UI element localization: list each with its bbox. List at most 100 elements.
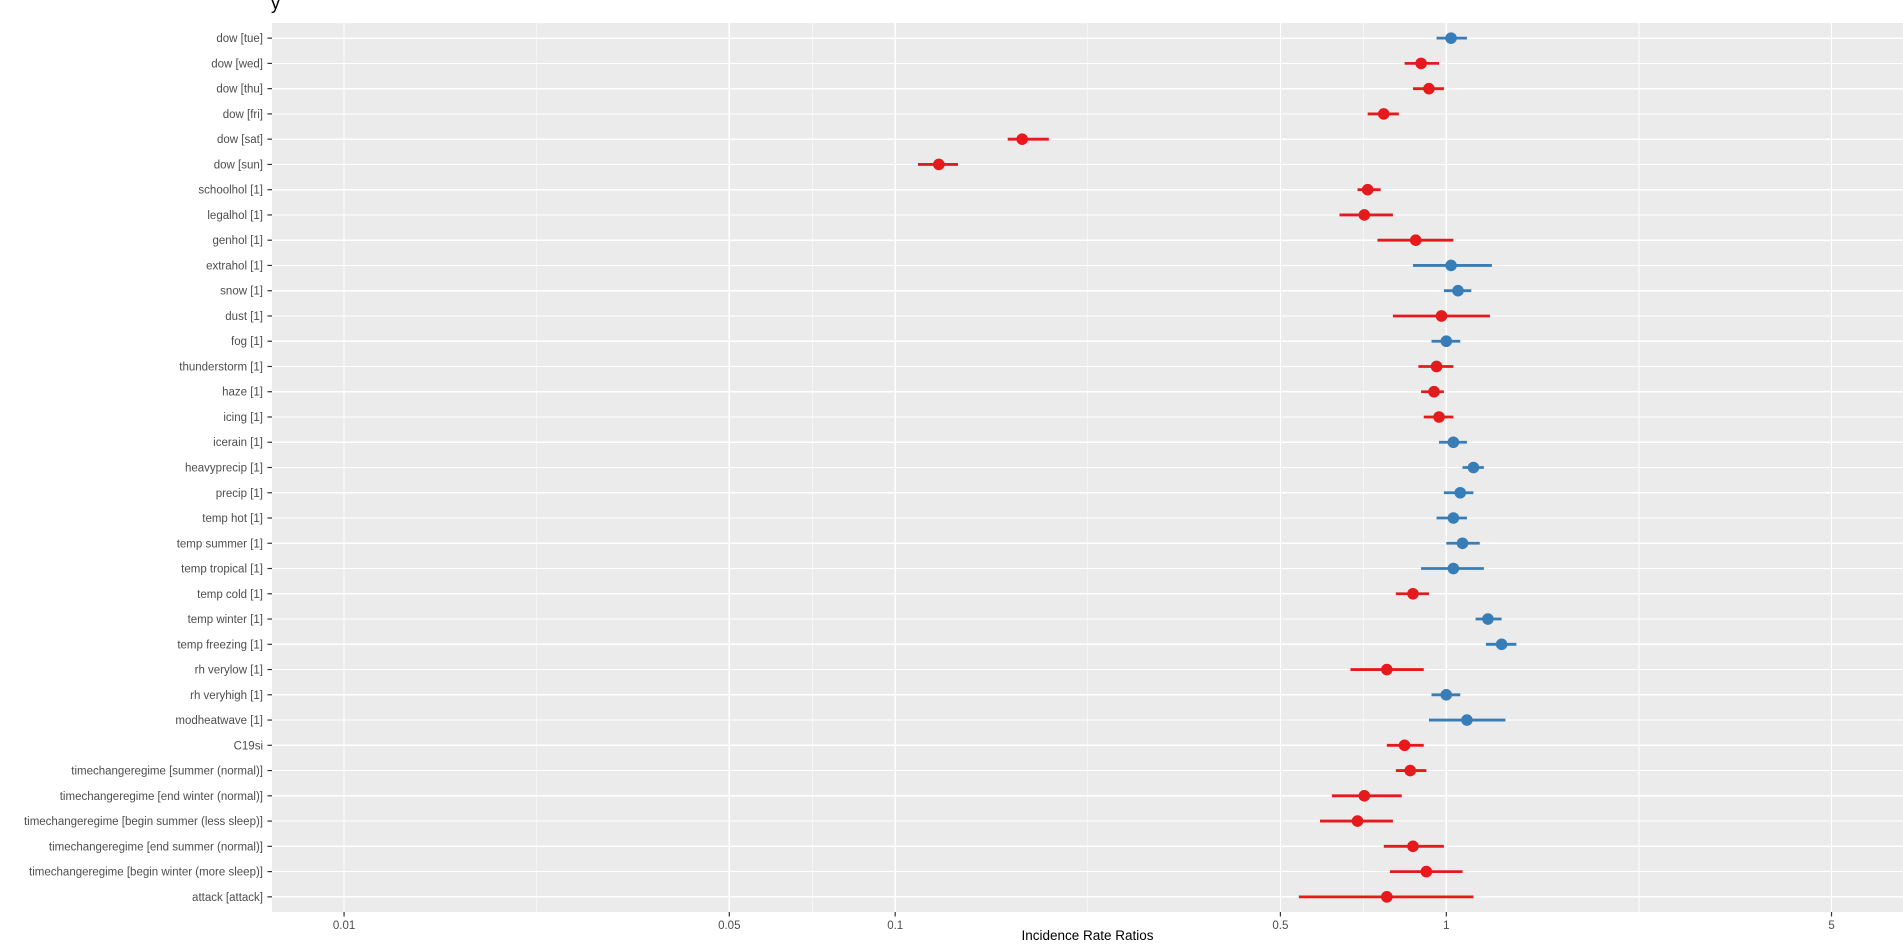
point-estimate xyxy=(1361,183,1374,196)
point-estimate xyxy=(1435,310,1448,322)
y-axis-label: legalhol [1] xyxy=(207,210,263,222)
y-axis-label: precip [1] xyxy=(216,488,263,500)
forest-row xyxy=(1383,840,1444,853)
y-axis-label: icing [1] xyxy=(223,412,263,424)
x-axis: 0.01 0.05 0.1 0.5 1 5 xyxy=(333,912,1835,932)
forest-row xyxy=(1339,209,1393,221)
forest-row xyxy=(1412,82,1444,95)
point-estimate xyxy=(1440,335,1453,348)
y-axis-label: dust [1] xyxy=(225,311,263,323)
x-tick-label: 0.5 xyxy=(1272,920,1288,932)
point-estimate xyxy=(1358,790,1371,802)
point-estimate xyxy=(1430,360,1443,373)
forest-row xyxy=(1428,714,1506,726)
y-axis-label: temp summer [1] xyxy=(177,538,263,550)
forest-row xyxy=(1395,587,1429,600)
point-estimate xyxy=(1482,613,1494,625)
point-estimate xyxy=(1447,512,1460,524)
forest-row xyxy=(1367,108,1399,120)
forest-row xyxy=(1443,486,1474,499)
forest-row xyxy=(1395,764,1427,777)
forest-row xyxy=(1357,183,1381,196)
forest-row xyxy=(1404,57,1440,70)
forest-row xyxy=(1418,360,1454,373)
y-axis-label: timechangeregime [end winter (normal)] xyxy=(60,791,263,803)
y-axis-label: temp winter [1] xyxy=(188,614,263,626)
y-axis-label: icerain [1] xyxy=(213,437,263,449)
forest-row xyxy=(1412,259,1492,272)
x-tick-label: 0.1 xyxy=(887,920,903,932)
forest-row xyxy=(1443,284,1472,297)
y-axis-label: dow [sun] xyxy=(214,159,263,171)
y-axis-label: dow [sat] xyxy=(217,134,263,146)
forest-row xyxy=(1462,461,1484,474)
gridlines xyxy=(272,23,1903,912)
point-estimate xyxy=(933,158,945,171)
forest-row xyxy=(1421,385,1444,398)
point-estimate xyxy=(1428,385,1440,398)
point-estimate xyxy=(1467,461,1480,474)
y-axis-label: fog [1] xyxy=(231,336,263,348)
point-estimate xyxy=(1445,259,1457,272)
point-estimate xyxy=(1404,764,1417,777)
y-axis-label: C19si xyxy=(234,740,263,752)
forest-row xyxy=(1007,133,1049,145)
forest-row xyxy=(1485,638,1517,651)
forest-row xyxy=(1439,436,1467,449)
y-axis-label: dow [tue] xyxy=(216,33,263,45)
y-axis-label: heavyprecip [1] xyxy=(185,463,263,475)
y-axis-label: timechangeregime [begin summer (less sle… xyxy=(24,816,263,828)
point-estimate xyxy=(1398,739,1411,752)
forest-row xyxy=(1421,562,1484,575)
point-estimate xyxy=(1447,436,1460,449)
x-axis-title: Incidence Rate Ratios xyxy=(1021,928,1154,943)
y-axis-label: dow [thu] xyxy=(216,84,263,96)
x-tick-label: 0.05 xyxy=(718,920,740,932)
forest-row xyxy=(1331,790,1402,802)
y-axis-label: genhol [1] xyxy=(212,235,263,247)
point-estimate xyxy=(1415,57,1427,70)
point-estimate xyxy=(1381,663,1393,676)
y-axis-label: timechangeregime [end summer (normal)] xyxy=(49,841,263,853)
point-estimate xyxy=(1407,587,1419,600)
y-axis: dow [tue] dow [wed] dow [thu] dow [fri] dow … xyxy=(24,33,272,904)
forest-row xyxy=(1423,411,1454,423)
point-estimate xyxy=(1016,133,1028,145)
y-axis-label: schoolhol [1] xyxy=(198,185,263,197)
forest-row xyxy=(1431,689,1461,701)
y-axis-label: extrahol [1] xyxy=(206,260,263,272)
y-axis-label: temp freezing [1] xyxy=(177,639,263,651)
y-axis-label: temp cold [1] xyxy=(197,589,263,601)
point-estimate xyxy=(1445,32,1457,44)
forest-row xyxy=(1377,234,1454,246)
point-estimate xyxy=(1454,486,1467,499)
y-axis-label: temp hot [1] xyxy=(202,513,263,525)
point-estimate xyxy=(1461,714,1473,726)
y-axis-label: dow [fri] xyxy=(223,109,263,121)
forest-row xyxy=(1386,739,1424,752)
point-estimate xyxy=(1452,284,1464,297)
y-axis-label: haze [1] xyxy=(222,387,263,399)
forest-row xyxy=(1320,815,1393,827)
point-estimate xyxy=(1433,411,1445,423)
y-axis-label: modheatwave [1] xyxy=(175,715,263,727)
point-estimate xyxy=(1420,865,1433,878)
forest-row xyxy=(1298,891,1474,903)
point-estimate xyxy=(1381,891,1393,903)
point-estimate xyxy=(1495,638,1508,651)
forest-row xyxy=(1436,32,1467,44)
point-estimate xyxy=(1351,815,1364,827)
point-estimate xyxy=(1440,689,1453,701)
forest-row xyxy=(1431,335,1461,348)
y-axis-label: timechangeregime [begin winter (more sle… xyxy=(29,867,263,879)
y-axis-label: dow [wed] xyxy=(211,58,263,70)
forest-row xyxy=(1392,310,1490,322)
point-estimate xyxy=(1377,108,1390,120)
y-axis-label: snow [1] xyxy=(220,286,263,298)
forest-row xyxy=(1350,663,1424,676)
forest-row xyxy=(1475,613,1502,625)
y-axis-label: temp tropical [1] xyxy=(181,564,263,576)
x-tick-label: 5 xyxy=(1828,920,1834,932)
